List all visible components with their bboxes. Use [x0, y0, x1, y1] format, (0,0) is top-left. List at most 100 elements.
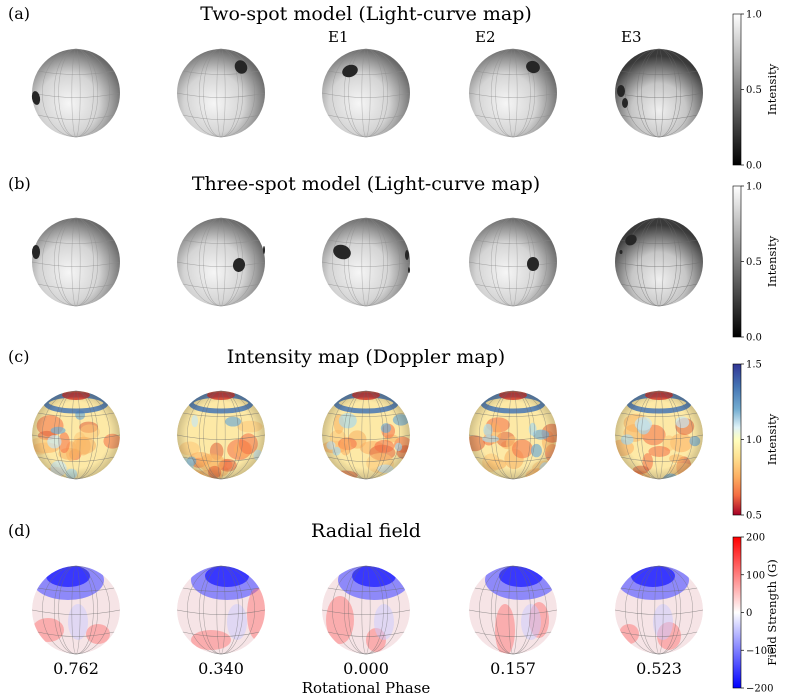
figure-mark — [32, 566, 120, 654]
figure-mark — [619, 250, 623, 254]
figure-mark — [177, 49, 265, 137]
figure-mark — [327, 114, 405, 120]
panel-title-a: Two-spot model (Light-curve map) — [200, 3, 532, 25]
colorbar-tick: 0.5 — [746, 85, 762, 96]
figure-mark — [205, 566, 249, 587]
figure-mark — [182, 239, 260, 244]
figure-mark — [510, 479, 521, 485]
figure-mark — [37, 456, 115, 462]
epoch-label-e3: E3 — [621, 28, 642, 46]
figure-mark — [619, 624, 639, 644]
figure-mark — [343, 48, 389, 138]
sphere-a-2 — [176, 48, 266, 138]
figure-mark — [620, 587, 698, 592]
figure-mark — [474, 70, 552, 75]
figure-mark — [37, 283, 115, 289]
figure-mark — [474, 239, 552, 244]
sphere-b-2 — [176, 217, 266, 307]
panel-label-a: (a) — [8, 4, 30, 23]
figure-mark — [31, 261, 121, 267]
figure-mark — [620, 631, 698, 637]
sphere-a-3 — [321, 48, 411, 138]
figure-mark — [322, 391, 410, 479]
figure-mark — [198, 565, 244, 655]
sphere-a-5 — [614, 48, 704, 138]
figure-mark — [526, 60, 540, 74]
colorbar-tick: 1.0 — [746, 10, 762, 21]
figure-mark — [68, 604, 88, 640]
figure-mark — [32, 391, 120, 479]
colorbar-tick: −100 — [746, 646, 773, 657]
sphere-d-4 — [468, 565, 558, 655]
figure-mark — [468, 92, 558, 98]
sphere-c-1 — [31, 390, 121, 480]
figure-mark — [614, 609, 704, 615]
figure-mark — [620, 114, 698, 120]
figure-mark — [327, 631, 405, 637]
sphere-b-1 — [31, 217, 121, 307]
figure-mark — [327, 412, 405, 417]
figure-mark — [333, 244, 351, 260]
epoch-label-e1: E1 — [328, 28, 349, 46]
figure-mark — [615, 566, 703, 654]
colorbar-tick: −200 — [746, 684, 773, 695]
figure-mark — [182, 283, 260, 289]
figure-mark — [405, 250, 409, 260]
figure-mark — [37, 70, 115, 75]
figure-mark — [469, 218, 557, 306]
colorbar-tick: 1.0 — [746, 435, 762, 446]
figure-mark — [177, 566, 265, 654]
colorbar-tick: 1.5 — [746, 360, 762, 371]
colorbar-tick: 100 — [746, 570, 765, 581]
figure-mark — [636, 390, 682, 480]
figure-mark — [327, 587, 405, 592]
figure-mark — [55, 477, 62, 479]
figure-mark — [321, 92, 411, 98]
sphere-c-3 — [321, 390, 411, 480]
figure-mark — [37, 412, 115, 417]
figure-mark — [263, 246, 265, 254]
colorbar-a — [732, 13, 742, 166]
figure-mark — [37, 631, 115, 637]
figure-mark — [469, 391, 557, 479]
figure-mark — [227, 604, 247, 640]
figure-mark — [614, 261, 704, 267]
colorbar-tick: 0 — [746, 608, 752, 619]
figure-mark — [191, 630, 231, 650]
colorbar-label-a: Intensity — [765, 63, 779, 115]
sphere-b-4 — [468, 217, 558, 307]
figure-mark — [176, 609, 266, 615]
figure-mark — [202, 479, 217, 487]
phase-label: 0.157 — [490, 659, 536, 678]
panel-title-c: Intensity map (Doppler map) — [227, 346, 505, 368]
figure-mark — [620, 412, 698, 417]
figure-mark — [490, 565, 536, 655]
figure-mark — [408, 267, 410, 273]
colorbar-b — [732, 185, 742, 338]
figure-mark — [31, 434, 121, 440]
epoch-label-e2: E2 — [475, 28, 496, 46]
sphere-a-4 — [468, 48, 558, 138]
figure-mark — [622, 98, 628, 108]
figure-mark — [490, 48, 536, 138]
colorbar-d — [732, 536, 742, 689]
figure-mark — [53, 565, 99, 655]
colorbar-tick: 0.5 — [746, 511, 762, 522]
panel-label-b: (b) — [8, 174, 31, 193]
figure-mark — [636, 48, 682, 138]
panel-title-b: Three-spot model (Light-curve map) — [192, 173, 540, 195]
figure-mark — [620, 283, 698, 289]
panel-label-d: (d) — [8, 521, 31, 540]
phase-label: 0.000 — [343, 659, 389, 678]
colorbar-tick: 0.0 — [746, 161, 762, 172]
figure-mark — [177, 391, 265, 487]
figure-mark — [617, 85, 625, 97]
figure-mark — [37, 239, 115, 244]
figure-mark — [620, 456, 698, 462]
figure-mark — [490, 390, 536, 480]
figure-mark — [232, 258, 246, 272]
figure-mark — [31, 91, 41, 105]
figure-mark — [468, 261, 558, 267]
sphere-c-5 — [614, 390, 704, 480]
